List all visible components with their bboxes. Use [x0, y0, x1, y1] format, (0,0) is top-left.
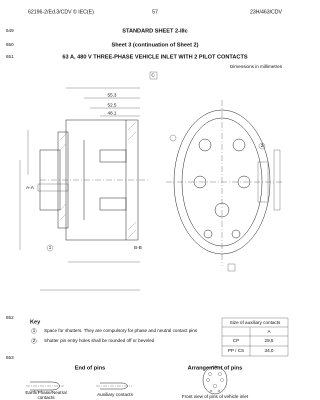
pins-end-title: End of pins [75, 365, 105, 371]
front-view-drawing [166, 100, 282, 272]
header-left: 62196-2/Ed.3/CDV © IEC(E) [28, 8, 94, 15]
caption: contacts [37, 395, 55, 400]
section-drawing [19, 71, 158, 291]
dimension-label: 52.5 [108, 103, 117, 108]
caption: Auxiliary contacts [97, 392, 133, 397]
dimension-label: A-A [26, 185, 35, 190]
dimension-label: C [151, 73, 155, 78]
dimension-label: 1 [49, 245, 52, 250]
line-number: 653 [6, 355, 14, 360]
dimension-label: 55.3 [108, 93, 117, 98]
table-cell: PP / CS [228, 348, 244, 353]
key-text: Shutter pin entry holes shall be rounded… [44, 338, 155, 343]
header-right: 23H/463/CDV [250, 9, 283, 15]
aux-table [221, 317, 289, 357]
line-number: 651 [6, 54, 14, 59]
header-page: 57 [152, 9, 158, 15]
standard-sheet: STANDARD SHEET 2-IIIc [122, 28, 187, 34]
sheet-subtitle: Sheet 3 (continuation of Sheet 2) [111, 42, 198, 48]
table-header: A [267, 329, 271, 334]
inlet-title: 63 A, 480 V THREE-PHASE VEHICLE INLET WI… [62, 54, 248, 60]
caption: Front view of pins of vehicle inlet [182, 394, 249, 399]
key-title: Key [30, 319, 41, 325]
table-cell: 29,5 [265, 338, 274, 343]
table-cell: CP [233, 338, 239, 343]
key-marker: 2 [33, 338, 36, 343]
dimension-label: 48.1 [108, 111, 117, 116]
table-cell: 34,0 [265, 348, 274, 353]
line-number: 652 [6, 315, 14, 320]
key-marker: 1 [33, 328, 36, 333]
pin-drawings [26, 365, 228, 395]
dimension-label: 2 [261, 143, 264, 148]
table-caption: Size of auxiliary contacts [230, 320, 281, 325]
pins-arrangement-title: Arrangement of pins [188, 365, 243, 371]
key-text: Space for shutters. They are compulsory … [44, 328, 198, 333]
line-number: 649 [6, 28, 14, 33]
page: 62196-2/Ed.3/CDV © IEC(E) 57 23H/463/CDV… [6, 8, 289, 400]
units-note: Dimensions in millimetres [230, 64, 283, 69]
caption: Earth/Phase/Neutral [25, 390, 66, 395]
dimension-label: B-B [134, 245, 142, 250]
line-number: 650 [6, 42, 14, 47]
